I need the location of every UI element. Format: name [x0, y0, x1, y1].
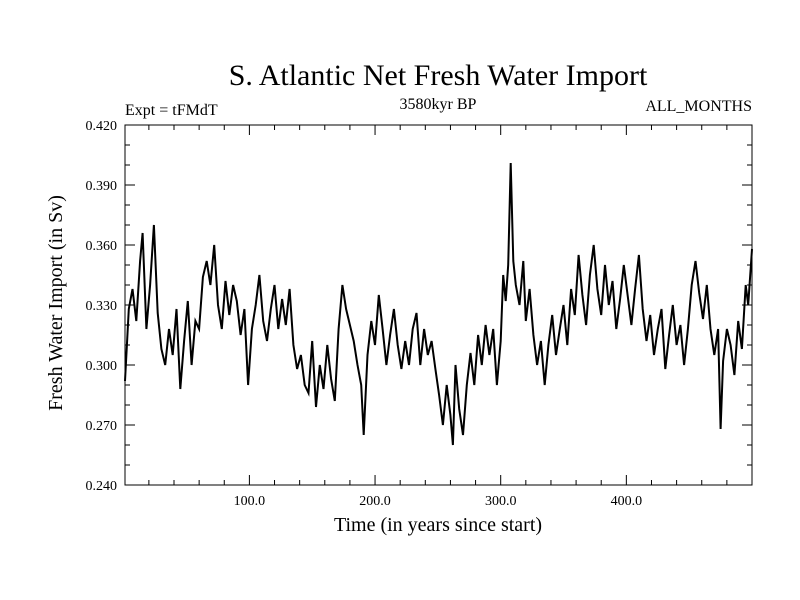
- y-tick-label: 0.360: [86, 239, 118, 254]
- y-tick-label: 0.270: [86, 419, 118, 434]
- chart-title: S. Atlantic Net Fresh Water Import: [229, 59, 648, 92]
- y-tick-label: 0.420: [86, 119, 118, 134]
- x-tick-label: 100.0: [234, 494, 266, 509]
- y-tick-label: 0.300: [86, 359, 118, 374]
- experiment-label: Expt = tFMdT: [125, 102, 218, 119]
- months-label: ALL_MONTHS: [645, 98, 752, 115]
- x-tick-label: 300.0: [485, 494, 517, 509]
- x-tick-label: 400.0: [611, 494, 643, 509]
- series-line-fresh-water-import: [124, 162, 753, 446]
- x-axis-label: Time (in years since start): [334, 514, 542, 536]
- y-tick-label: 0.240: [86, 479, 118, 494]
- x-tick-label: 200.0: [359, 494, 391, 509]
- plot-frame: [124, 124, 753, 486]
- axis-ticks: 0.240 0.270 0.300 0.330 0.360 0.390 0.420 100.0…: [86, 119, 752, 509]
- period-label: 3580kyr BP: [400, 96, 477, 113]
- y-tick-label: 0.390: [86, 179, 118, 194]
- plot-area: 0.240 0.270 0.300 0.330 0.360 0.390 0.420 100.0…: [86, 119, 753, 509]
- y-axis-label: Fresh Water Import (in Sv): [45, 195, 67, 411]
- y-tick-label: 0.330: [86, 299, 118, 314]
